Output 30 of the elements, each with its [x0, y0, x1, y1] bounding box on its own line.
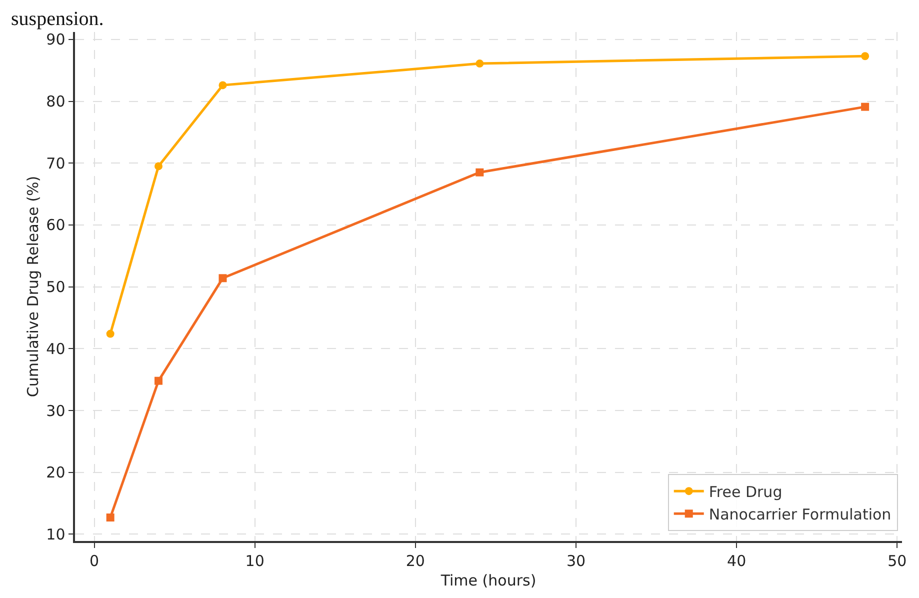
- x-tick-label: 0: [89, 552, 100, 570]
- y-tick-label: 90: [46, 30, 66, 49]
- point: [154, 162, 162, 170]
- legend-label: Free Drug: [708, 482, 782, 501]
- point: [861, 52, 870, 60]
- y-tick-label: 30: [46, 402, 66, 420]
- x-tick-label: 30: [566, 552, 586, 570]
- y-tick-label: 50: [46, 278, 66, 296]
- point: [154, 376, 162, 385]
- y-axis-title: Cumulative Drug Release (%): [24, 176, 42, 398]
- point: [106, 330, 114, 338]
- point: [218, 274, 227, 282]
- point: [861, 102, 870, 111]
- legend-label: Nanocarrier Formulation: [708, 505, 892, 524]
- y-tick-label: 40: [46, 340, 66, 358]
- point: [476, 60, 484, 68]
- y-tick-label: 20: [46, 464, 66, 482]
- x-tick-label: 10: [245, 552, 264, 570]
- x-tick-label: 20: [406, 552, 425, 570]
- x-tick-label: 40: [727, 552, 746, 570]
- point: [476, 168, 484, 176]
- point: [106, 514, 114, 522]
- text: suspension.: [11, 8, 104, 30]
- x-axis-title: Time (hours): [440, 571, 536, 590]
- point: [218, 81, 227, 90]
- y-tick-label: 80: [46, 92, 66, 111]
- y-tick-label: 70: [46, 154, 66, 172]
- x-tick-label: 50: [888, 552, 907, 570]
- y-tick-label: 60: [46, 216, 66, 234]
- y-tick-label: 10: [46, 525, 66, 544]
